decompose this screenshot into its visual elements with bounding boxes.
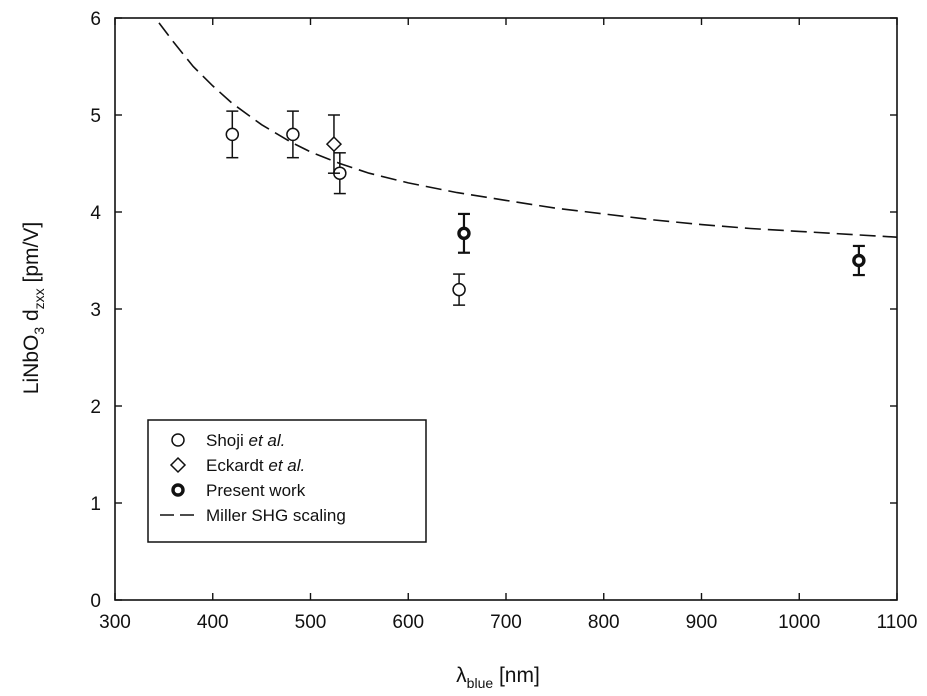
data-point (852, 253, 866, 268)
legend-label: Present work (206, 481, 306, 500)
x-tick-label: 900 (686, 612, 718, 633)
legend-marker (171, 483, 185, 497)
x-tick-label: 400 (197, 612, 229, 633)
x-tick-label: 300 (99, 612, 131, 633)
plot-area: 300 400 500 600 700 800 900 1000 1100 0 1 2 3 4 5 6 (90, 9, 917, 633)
legend-label: Eckardt et al. (206, 456, 305, 475)
y-tick-label: 4 (90, 203, 101, 224)
legend-marker (169, 456, 187, 474)
x-tick-label: 600 (392, 612, 424, 633)
legend-box (147, 419, 427, 543)
legend-marker (171, 433, 185, 447)
y-tick-label: 0 (90, 591, 101, 612)
y-tick-label: 5 (90, 106, 101, 127)
x-axis-title: λblue [nm] (456, 664, 540, 691)
y-tick-label: 6 (90, 9, 101, 30)
data-point (225, 127, 240, 142)
svg-text:λblue [nm]: λblue [nm] (456, 664, 540, 691)
x-tick-label: 500 (295, 612, 327, 633)
x-tick-label: 1000 (778, 612, 820, 633)
miller-scaling-curve (158, 22, 898, 238)
x-tick-label: 700 (490, 612, 522, 633)
legend: Shoji et al. Eckardt et al. Present work Mi… (147, 419, 427, 543)
y-tick-label: 2 (90, 397, 101, 418)
x-tick-label: 800 (588, 612, 620, 633)
legend-label: Shoji et al. (206, 431, 285, 450)
x-tick-label: 1100 (877, 612, 918, 633)
data-point (325, 136, 343, 153)
y-tick-label: 3 (90, 300, 101, 321)
svg-text:LiNbO3 dzxx [pm/V]: LiNbO3 dzxx [pm/V] (20, 222, 47, 394)
y-tick-label: 1 (90, 494, 101, 515)
data-point (286, 127, 300, 142)
data-point (457, 226, 471, 241)
data-point (452, 282, 466, 297)
y-axis-title: LiNbO3 dzxx [pm/V] (20, 222, 47, 394)
legend-label: Miller SHG scaling (206, 506, 346, 525)
